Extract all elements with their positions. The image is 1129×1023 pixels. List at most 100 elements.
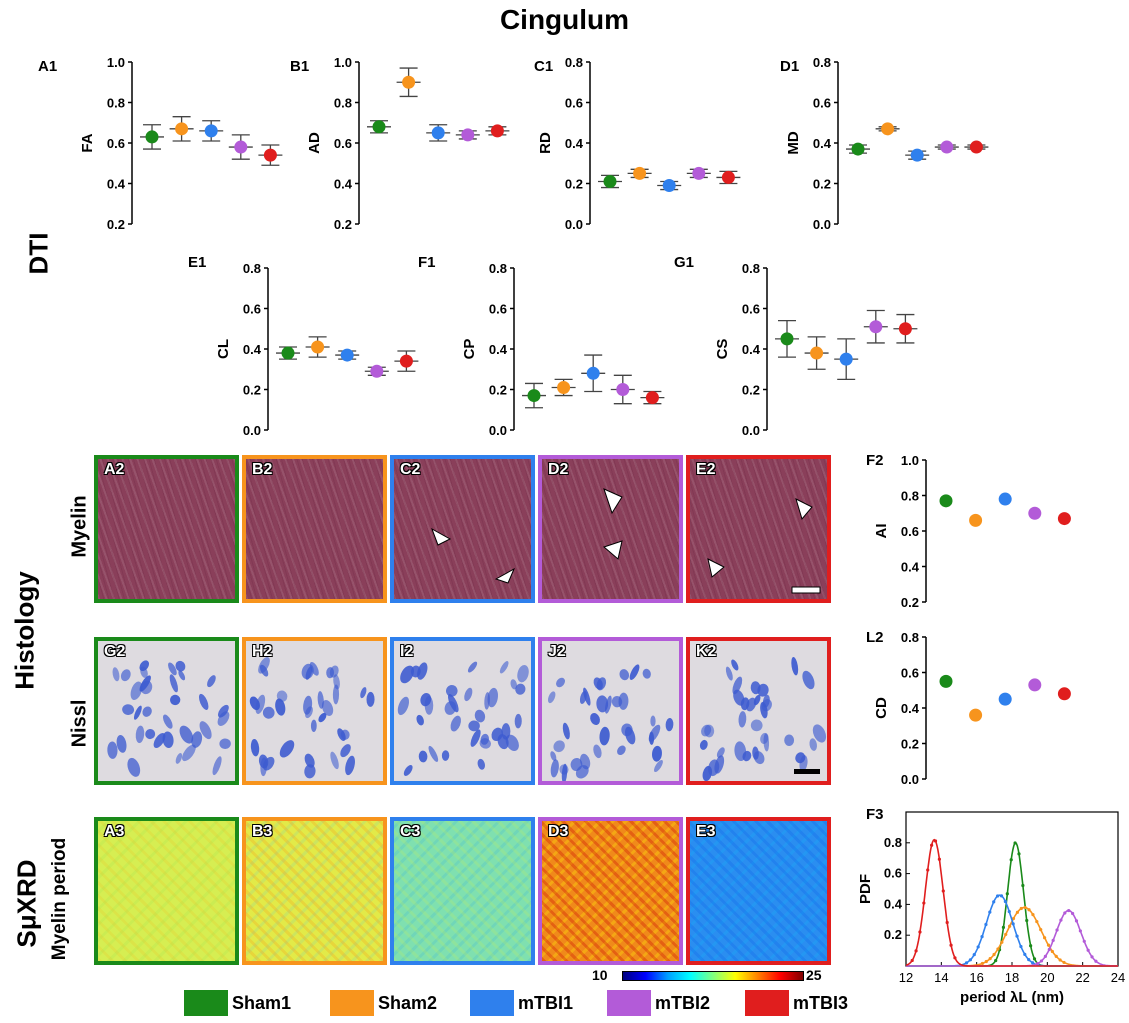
chart-A1: 0.2 0.4 0.6 0.8 1.0 FA	[79, 55, 283, 232]
data-point-mtbi3	[399, 354, 413, 368]
cell-mark	[304, 764, 316, 779]
data-point-mtbi1	[204, 124, 218, 138]
y-tick-label: 0.2	[742, 383, 760, 398]
series-line-mtbi1	[906, 894, 1118, 967]
cell-mark	[345, 755, 355, 776]
y-tick-label: 0.0	[813, 217, 831, 232]
series-point-mtbi3	[930, 843, 934, 847]
cell-mark	[450, 715, 461, 732]
series-point-mtbi2	[1059, 918, 1063, 922]
cell-mark	[332, 684, 340, 705]
y-tick-label: 0.6	[334, 136, 352, 151]
series-point-mtbi2	[1090, 955, 1094, 959]
legend-swatch	[607, 990, 651, 1016]
y-tick-label: 0.8	[884, 835, 902, 850]
series-point-mtbi2	[1078, 929, 1082, 933]
cell-mark	[649, 731, 655, 745]
series-point-mtbi1	[1027, 958, 1031, 962]
colorbar-min-label: 10	[592, 967, 608, 983]
row-label-myelin-period: Myelin period	[49, 837, 70, 961]
y-axis-label: CD	[873, 697, 890, 719]
y-tick-label: 0.2	[489, 383, 507, 398]
cell-mark	[487, 687, 498, 708]
series-point-mtbi3	[945, 920, 949, 925]
cell-mark	[428, 745, 439, 763]
cell-mark	[470, 729, 481, 747]
series-point-mtbi1	[1023, 952, 1027, 956]
arrowhead-icon	[431, 527, 452, 546]
cell-mark	[556, 677, 565, 688]
data-point-sham1	[372, 120, 386, 134]
tile-label: B2	[252, 461, 273, 478]
cell-mark	[505, 734, 519, 751]
y-tick-label: 0.6	[565, 96, 583, 111]
series-point-mtbi1	[1030, 961, 1035, 965]
series-point-sham2	[1046, 943, 1051, 947]
data-point-mtbi2	[461, 128, 475, 142]
cell-mark	[553, 740, 565, 753]
cell-mark	[654, 759, 663, 773]
y-tick-label: 0.4	[742, 342, 761, 357]
cell-mark	[259, 664, 269, 677]
xrd-tile-mtbi2: D3	[538, 817, 683, 965]
series-point-mtbi1	[976, 945, 980, 949]
cell-mark	[629, 664, 640, 680]
nissl-tile-sham2: H2	[242, 637, 387, 785]
cell-mark	[441, 750, 450, 761]
cell-mark	[360, 687, 367, 699]
cell-mark	[514, 713, 522, 729]
cell-mark	[318, 712, 327, 723]
xrd-tile-mtbi3: E3	[686, 817, 831, 965]
series-point-sham2	[1035, 919, 1039, 924]
cell-mark	[547, 691, 556, 704]
data-point-mtbi1	[998, 492, 1012, 506]
cell-mark	[326, 667, 335, 679]
y-tick-label: 0.2	[901, 737, 919, 752]
cell-mark	[162, 731, 174, 748]
cell-mark	[802, 670, 815, 690]
cell-mark	[467, 661, 478, 673]
y-tick-label: 0.8	[813, 55, 831, 70]
nissl-tile-mtbi1: I2	[390, 637, 535, 785]
cell-mark	[303, 695, 313, 715]
cell-mark	[799, 755, 808, 772]
tile-label: J2	[548, 643, 566, 660]
y-axis-label: CP	[461, 339, 478, 360]
cell-mark	[162, 714, 173, 729]
series-point-mtbi2	[1036, 961, 1040, 966]
legend-swatch	[330, 990, 374, 1016]
cell-mark	[107, 741, 118, 759]
legend-item-mtbi2: mTBI2	[607, 990, 710, 1016]
legend-item-sham1: Sham1	[184, 990, 291, 1016]
legend-label: Sham1	[232, 992, 292, 1013]
y-tick-label: 0.2	[901, 595, 919, 610]
y-tick-label: 0.6	[243, 302, 261, 317]
cell-mark	[410, 665, 421, 678]
series-point-sham2	[1011, 916, 1016, 921]
series-point-sham1	[1029, 944, 1033, 948]
series-point-mtbi3	[933, 839, 938, 843]
y-axis-label: RD	[537, 132, 554, 154]
y-tick-label: 0.4	[901, 560, 920, 575]
y-tick-label: 0.6	[107, 136, 125, 151]
data-point-sham2	[175, 122, 189, 136]
series-point-sham2	[988, 957, 992, 961]
chart-F2: 0.2 0.4 0.6 0.8 1.0 AI	[873, 453, 1071, 610]
row-label-histology: Histology	[9, 571, 40, 690]
cell-mark	[499, 661, 509, 674]
data-point-sham1	[603, 174, 617, 188]
chart-F3: 12 14 16 18 20 22 24 0.2 0.4 0.6 0.8 period λL (nm)…	[858, 811, 1125, 1006]
cell-mark	[625, 726, 636, 745]
panel-label-G1: G1	[674, 254, 695, 271]
arrowhead-icon	[603, 488, 623, 515]
data-point-mtbi1	[586, 366, 600, 380]
cell-mark	[275, 698, 286, 716]
series-point-sham2	[992, 952, 996, 957]
series-point-sham2	[980, 961, 985, 966]
cell-mark	[417, 662, 428, 680]
cell-mark	[515, 683, 526, 695]
cell-mark	[746, 697, 757, 712]
y-axis-label: CL	[215, 339, 232, 359]
cell-mark	[321, 700, 334, 716]
cell-mark	[140, 666, 148, 678]
